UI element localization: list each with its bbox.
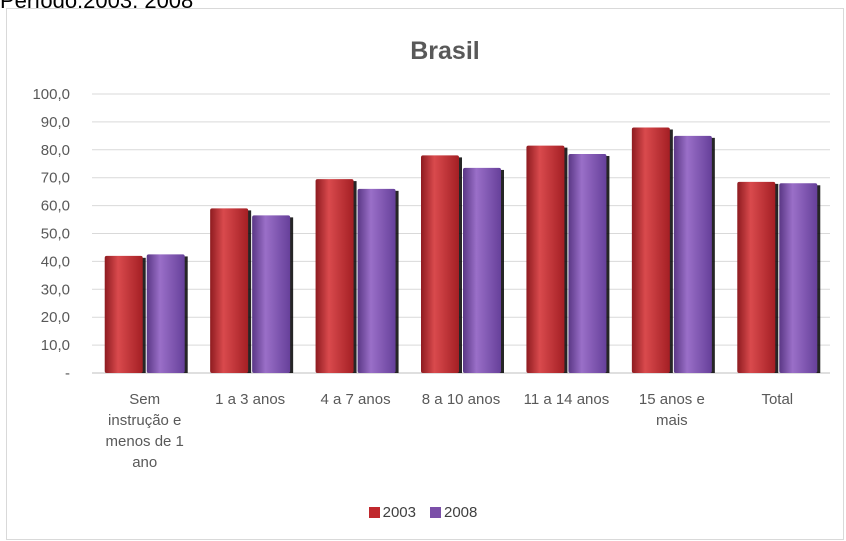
legend-label-2008: 2008 bbox=[444, 504, 478, 521]
x-tick-label: 8 a 10 anos bbox=[422, 391, 500, 408]
y-tick-label: 70,0 bbox=[41, 170, 70, 187]
bar-2008 bbox=[568, 153, 607, 373]
bar-2003 bbox=[104, 255, 143, 373]
x-tick-label: menos de 1 bbox=[106, 433, 184, 450]
y-tick-label: 40,0 bbox=[41, 253, 70, 270]
chart-title: Brasil bbox=[410, 37, 479, 65]
y-tick-label: - bbox=[65, 365, 70, 382]
bar-2003 bbox=[526, 145, 565, 373]
y-tick-label: 100,0 bbox=[32, 86, 70, 103]
bar-2008 bbox=[779, 183, 818, 373]
x-tick-label: 15 anos e bbox=[639, 391, 705, 408]
bar-2008 bbox=[463, 167, 501, 373]
x-tick-label: ano bbox=[132, 454, 157, 471]
x-tick-label: 4 a 7 anos bbox=[321, 391, 391, 408]
bar-2003 bbox=[421, 155, 459, 373]
legend-swatch-2008 bbox=[430, 507, 441, 518]
bar-2003 bbox=[631, 127, 670, 373]
bar-2008 bbox=[252, 215, 291, 373]
bar-2008 bbox=[357, 188, 396, 373]
legend-swatch-2003 bbox=[368, 507, 380, 518]
bar-2008 bbox=[146, 254, 185, 373]
x-tick-label: Sem bbox=[129, 391, 160, 408]
y-tick-label: 90,0 bbox=[41, 114, 70, 131]
x-tick-label: 1 a 3 anos bbox=[215, 391, 285, 408]
y-tick-label: 50,0 bbox=[41, 226, 70, 243]
legend-label-2003: 2003 bbox=[382, 504, 416, 521]
y-tick-label: 20,0 bbox=[41, 309, 70, 326]
x-tick-label: instrução e bbox=[108, 412, 181, 429]
y-tick-label: 60,0 bbox=[41, 198, 70, 215]
y-tick-label: 80,0 bbox=[41, 142, 70, 159]
bar-2003 bbox=[737, 181, 776, 373]
chart-legend: 2003 2008 bbox=[0, 504, 846, 521]
bar-2003 bbox=[315, 179, 354, 373]
x-tick-label: 11 a 14 anos bbox=[524, 391, 610, 408]
bar-2008 bbox=[673, 135, 712, 373]
legend-item-2003: 2003 bbox=[368, 504, 416, 521]
x-tick-label: Total bbox=[761, 391, 793, 408]
legend-item-2008: 2008 bbox=[430, 504, 477, 521]
x-tick-label: mais bbox=[656, 412, 688, 429]
bar-2003 bbox=[210, 208, 249, 373]
y-tick-label: 10,0 bbox=[41, 337, 70, 354]
y-tick-label: 30,0 bbox=[41, 281, 70, 298]
